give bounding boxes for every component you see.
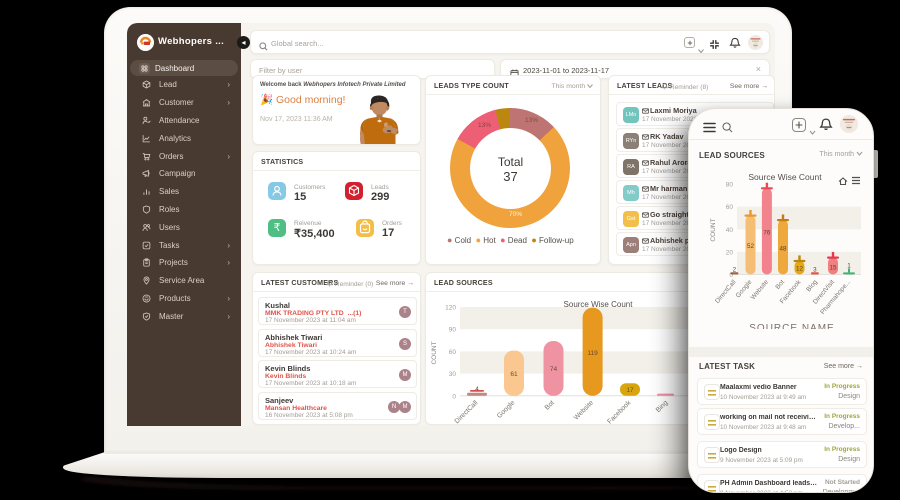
svg-text:3: 3 bbox=[813, 267, 817, 274]
svg-text:Source Wise Count: Source Wise Count bbox=[748, 172, 822, 182]
svg-text:DirectCall: DirectCall bbox=[454, 399, 480, 425]
svg-text:Facebook: Facebook bbox=[606, 399, 632, 425]
svg-text:52: 52 bbox=[747, 243, 755, 250]
svg-text:DirectCall: DirectCall bbox=[714, 278, 738, 305]
svg-text:30: 30 bbox=[449, 371, 457, 378]
svg-text:Bing: Bing bbox=[655, 399, 670, 414]
svg-text:60: 60 bbox=[726, 204, 734, 211]
svg-text:17: 17 bbox=[626, 387, 634, 394]
svg-text:Bot: Bot bbox=[544, 399, 556, 411]
svg-text:SOURCE NAME: SOURCE NAME bbox=[749, 323, 834, 329]
svg-text:74: 74 bbox=[550, 366, 558, 373]
svg-text:4: 4 bbox=[475, 386, 479, 393]
svg-text:80: 80 bbox=[726, 182, 734, 189]
svg-text:20: 20 bbox=[726, 250, 734, 257]
svg-text:1: 1 bbox=[847, 263, 851, 270]
svg-text:12: 12 bbox=[796, 266, 804, 273]
svg-text:0: 0 bbox=[452, 393, 456, 400]
svg-text:2: 2 bbox=[733, 267, 737, 274]
svg-text:119: 119 bbox=[587, 350, 598, 357]
svg-text:15: 15 bbox=[829, 265, 837, 272]
svg-text:120: 120 bbox=[445, 305, 456, 312]
svg-text:0: 0 bbox=[729, 272, 733, 279]
svg-text:Blog: Blog bbox=[805, 278, 819, 293]
svg-text:90: 90 bbox=[449, 327, 457, 334]
svg-text:COUNT: COUNT bbox=[710, 218, 717, 241]
svg-text:40: 40 bbox=[726, 227, 734, 234]
svg-text:Source Wise Count: Source Wise Count bbox=[564, 300, 634, 309]
svg-text:Google: Google bbox=[496, 399, 517, 420]
svg-text:61: 61 bbox=[510, 371, 518, 378]
svg-text:48: 48 bbox=[779, 246, 787, 253]
svg-text:COUNT: COUNT bbox=[431, 341, 438, 364]
svg-text:Bot: Bot bbox=[774, 279, 786, 291]
svg-text:Website: Website bbox=[750, 279, 771, 302]
svg-text:60: 60 bbox=[449, 349, 457, 356]
svg-text:76: 76 bbox=[763, 230, 771, 237]
svg-text:Website: Website bbox=[573, 399, 595, 421]
